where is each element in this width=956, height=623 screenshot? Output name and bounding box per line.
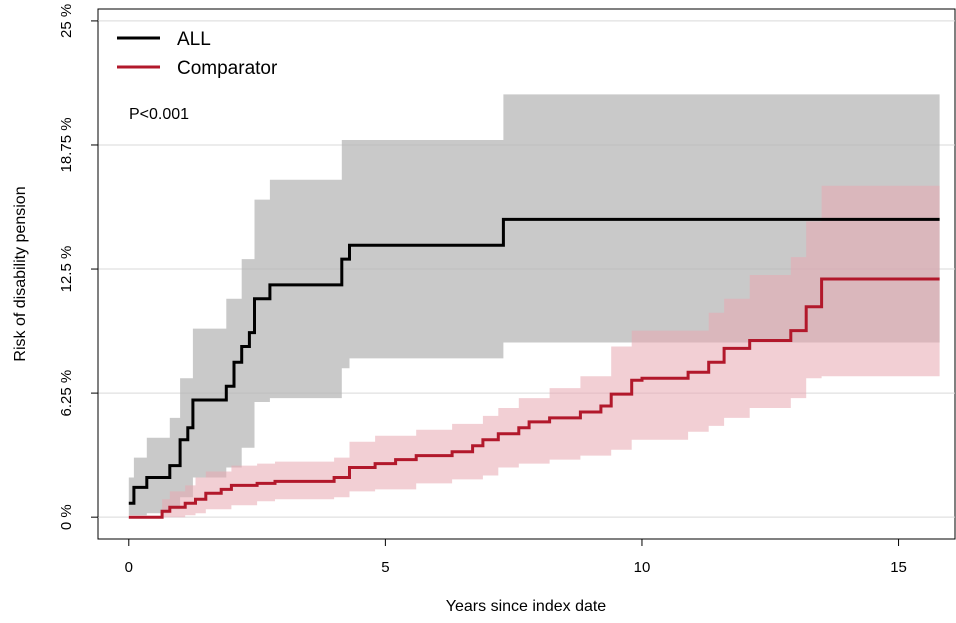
y-tick-label-1: 6.25 % <box>58 370 75 417</box>
y-tick-label-2: 12.5 % <box>58 246 75 293</box>
x-tick-label-2: 10 <box>634 559 651 576</box>
series-lines <box>128 217 940 519</box>
x-tick-label-0: 0 <box>125 559 133 576</box>
series-line-comparator <box>128 277 940 519</box>
y-tick-label-0: 0 % <box>58 504 75 530</box>
y-axis: 0 % 6.25 % 12.5 % 18.75 % 25 % <box>58 4 99 530</box>
x-tick-label-3: 15 <box>890 559 907 576</box>
p-value-annotation: P<0.001 <box>129 106 189 123</box>
legend-label-all: ALL <box>177 29 211 50</box>
x-axis: 0 5 10 15 <box>125 538 907 576</box>
y-tick-label-3: 18.75 % <box>58 117 75 172</box>
x-tick-label-1: 5 <box>381 559 389 576</box>
legend: ALL Comparator <box>117 29 278 79</box>
ci-band-all <box>128 94 940 516</box>
legend-label-comparator: Comparator <box>177 58 278 79</box>
y-axis-title: Risk of disability pension <box>12 186 29 361</box>
x-axis-title: Years since index date <box>446 598 607 615</box>
series-line-all <box>128 217 940 505</box>
y-tick-label-4: 25 % <box>58 4 75 38</box>
